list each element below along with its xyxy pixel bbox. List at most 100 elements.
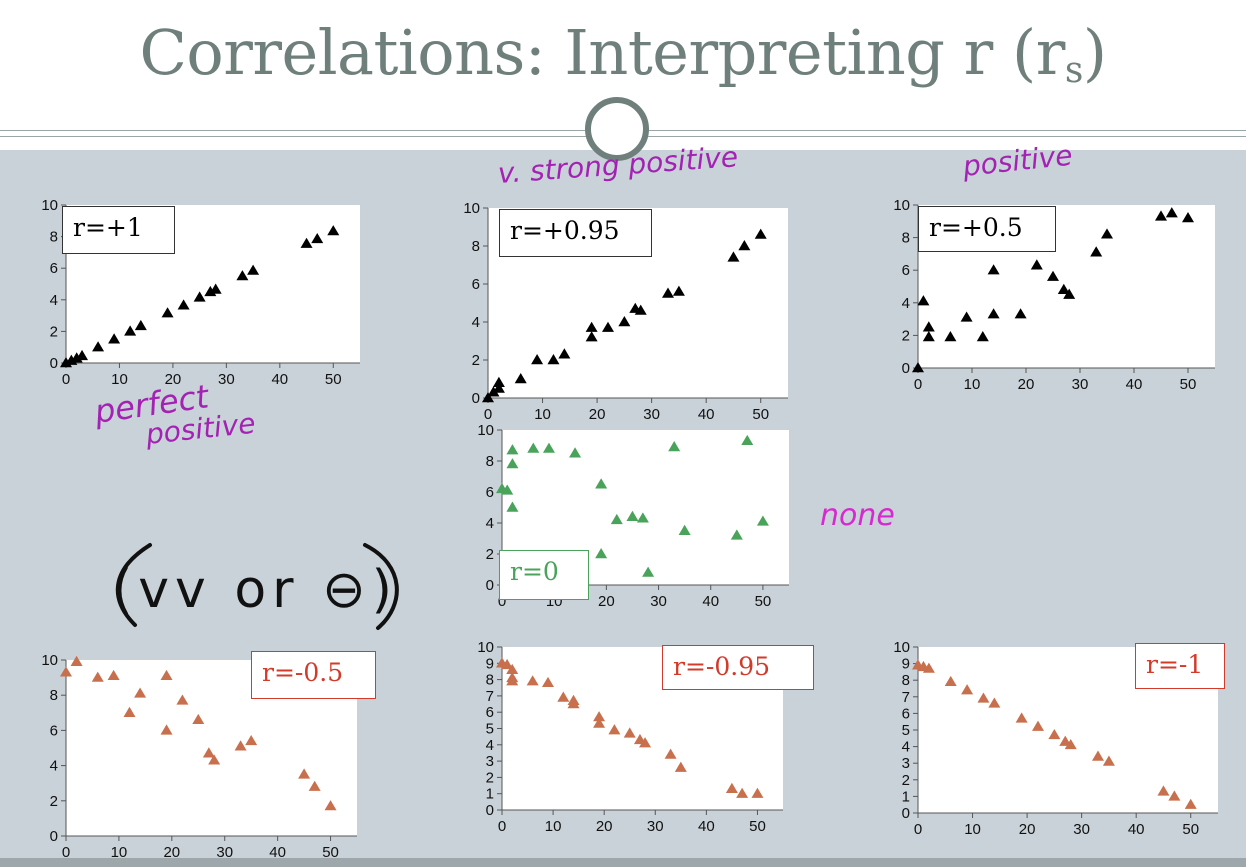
x-tick-label: 30	[1072, 376, 1089, 393]
data-point-triangle	[608, 724, 621, 735]
data-point-triangle	[1102, 755, 1115, 766]
x-tick-label: 40	[271, 371, 288, 388]
y-tick-label: 6	[902, 262, 910, 279]
y-tick-label: 7	[486, 688, 494, 705]
slide-title: Correlations: Interpreting r (rs)	[0, 8, 1246, 98]
data-point-triangle	[107, 669, 120, 681]
data-point-triangle	[922, 321, 935, 332]
data-point-triangle	[664, 748, 677, 759]
y-tick-label: 10	[463, 200, 480, 217]
data-point-triangle	[1101, 228, 1113, 239]
x-tick-label: 30	[643, 406, 660, 423]
data-point-triangle	[193, 291, 206, 302]
data-point-triangle	[541, 676, 554, 688]
y-tick-label: 8	[472, 238, 480, 255]
x-tick-label: 0	[498, 818, 506, 835]
data-point-triangle	[725, 782, 738, 794]
x-tick-label: 20	[163, 844, 180, 861]
x-tick-label: 10	[545, 818, 562, 835]
r-label-text: r=+1	[73, 213, 143, 242]
y-tick-label: 10	[893, 197, 910, 214]
data-point-triangle	[501, 658, 514, 670]
data-point-triangle	[557, 691, 570, 702]
data-point-triangle	[1014, 308, 1027, 319]
y-tick-label: 2	[902, 772, 910, 789]
data-point-triangle	[585, 331, 598, 342]
x-tick-label: 0	[484, 406, 492, 423]
data-point-triangle	[595, 478, 608, 489]
data-point-triangle	[642, 566, 655, 577]
x-tick-label: 40	[702, 593, 719, 610]
data-point-triangle	[730, 529, 743, 540]
r-label-plus-0-95: r=+0.95	[499, 209, 652, 257]
data-point-triangle	[960, 311, 973, 322]
data-point-triangle	[1168, 790, 1181, 801]
data-point-triangle	[988, 697, 1001, 708]
data-point-triangle	[1157, 785, 1170, 796]
y-tick-label: 10	[41, 197, 58, 214]
data-point-triangle	[741, 434, 754, 446]
data-point-triangle	[623, 727, 636, 738]
y-tick-label: 10	[477, 639, 494, 656]
data-point-triangle	[1182, 212, 1194, 223]
y-tick-label: 8	[486, 453, 494, 470]
data-point-triangle	[208, 754, 221, 765]
y-tick-label: 3	[486, 753, 494, 770]
data-point-triangle	[1064, 738, 1077, 750]
x-tick-label: 40	[698, 406, 715, 423]
y-tick-label: 2	[50, 793, 58, 810]
data-point-triangle	[668, 441, 681, 452]
x-tick-label: 30	[218, 371, 235, 388]
data-point-triangle	[610, 513, 623, 525]
y-tick-label: 2	[486, 769, 494, 786]
data-point-triangle	[501, 484, 514, 495]
data-point-triangle	[672, 285, 685, 296]
x-tick-label: 50	[749, 818, 766, 835]
y-tick-label: 1	[902, 788, 910, 805]
data-point-triangle	[756, 515, 769, 526]
x-tick-label: 10	[964, 376, 981, 393]
x-tick-label: 10	[964, 821, 981, 838]
data-point-triangle	[1015, 712, 1028, 723]
x-tick-label: 30	[650, 593, 667, 610]
y-tick-label: 6	[486, 704, 494, 721]
data-point-triangle	[506, 458, 519, 469]
data-point-triangle	[917, 295, 930, 306]
data-point-triangle	[76, 349, 89, 361]
chart-r-plus-0-5: 0 2 4 6 8 10 0 10 20 30 40 50	[893, 197, 1215, 393]
data-point-triangle	[602, 321, 614, 332]
data-point-triangle	[1090, 246, 1103, 257]
y-tick-label: 4	[486, 737, 494, 754]
y-tick-label: 4	[902, 739, 910, 756]
data-point-triangle	[308, 780, 321, 791]
x-tick-label: 20	[1018, 376, 1035, 393]
data-point-triangle	[678, 524, 691, 535]
data-point-triangle	[192, 713, 205, 725]
data-point-triangle	[160, 669, 173, 681]
y-tick-label: 4	[472, 314, 480, 331]
data-point-triangle	[636, 512, 649, 523]
chart-r-minus-0-5: 0 2 4 6 8 10 0 10 20 30 40 50	[41, 652, 357, 861]
y-tick-label: 4	[50, 758, 58, 775]
data-point-triangle	[595, 548, 608, 559]
data-point-triangle	[311, 232, 324, 244]
x-tick-label: 40	[1126, 376, 1143, 393]
annotation-negative-note: (vv or ⊖)	[112, 560, 398, 620]
data-point-triangle	[736, 787, 749, 798]
data-point-triangle	[738, 240, 751, 251]
y-tick-label: 8	[902, 672, 910, 689]
chart-r-plus-1: 0 2 4 6 8 10 0 10 20 30 40 50	[41, 197, 360, 388]
y-tick-label: 2	[472, 352, 480, 369]
data-point-triangle	[70, 655, 83, 666]
data-point-triangle	[961, 684, 974, 695]
y-tick-label: 2	[50, 323, 58, 340]
y-tick-label: 6	[472, 276, 480, 293]
data-point-triangle	[558, 348, 571, 359]
data-point-triangle	[506, 675, 519, 686]
data-point-triangle	[492, 376, 505, 387]
data-point-triangle	[542, 442, 555, 453]
data-point-triangle	[987, 308, 1000, 319]
x-tick-label: 40	[698, 818, 715, 835]
y-tick-label: 4	[50, 292, 58, 309]
data-point-triangle	[912, 362, 924, 373]
